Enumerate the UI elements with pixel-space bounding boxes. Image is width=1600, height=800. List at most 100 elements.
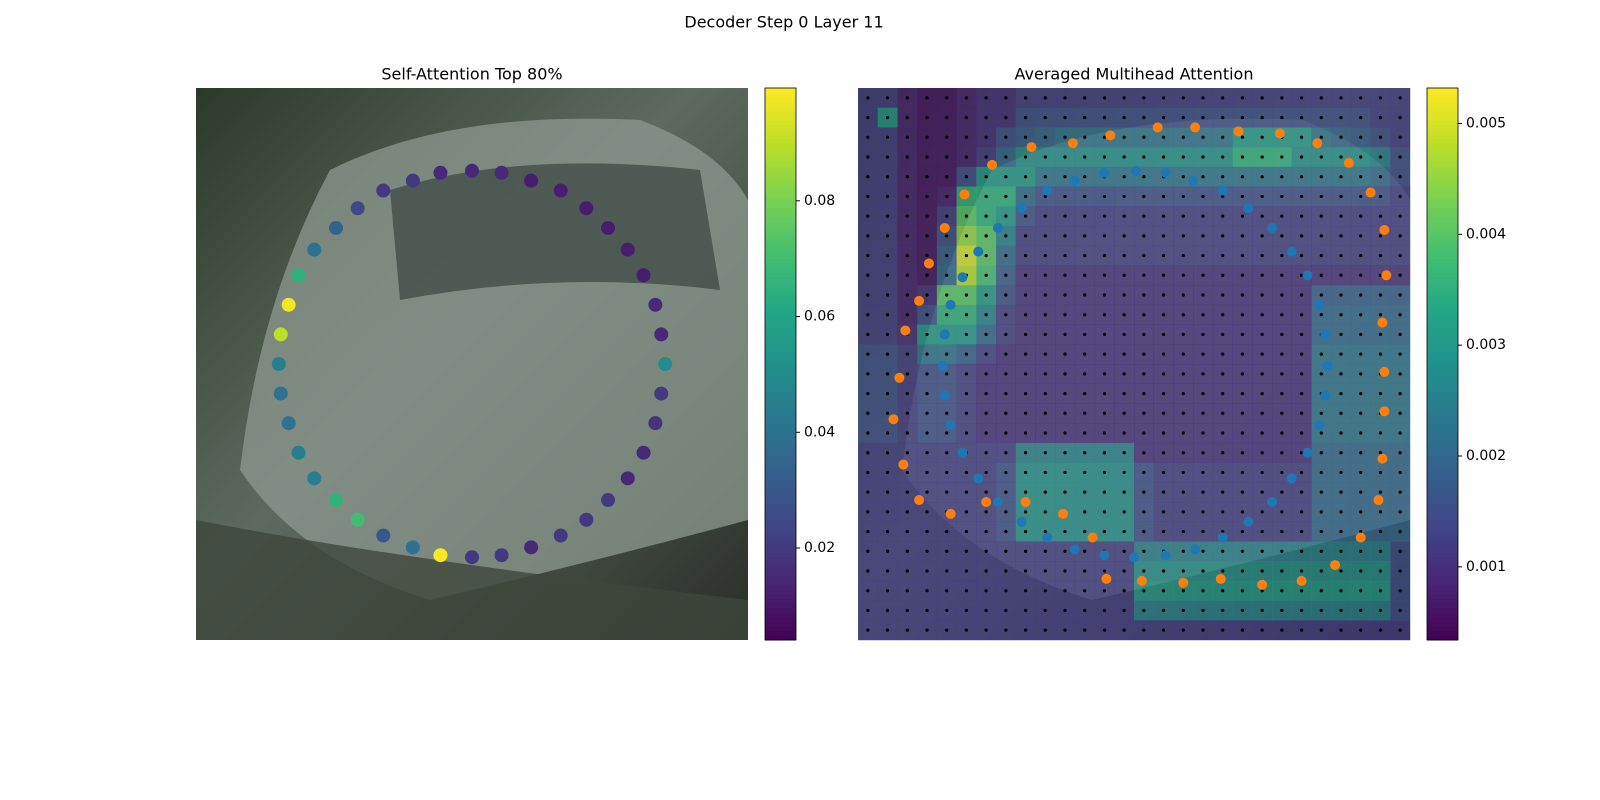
attention-point bbox=[291, 268, 306, 283]
colorbar-band bbox=[1427, 350, 1458, 356]
grid-dot bbox=[1142, 490, 1146, 494]
grid-dot bbox=[1122, 510, 1126, 514]
colorbar-band bbox=[765, 607, 796, 613]
grid-dot bbox=[1122, 490, 1126, 494]
grid-dot bbox=[1161, 608, 1166, 613]
grid-dot bbox=[1043, 352, 1047, 356]
grid-dot bbox=[1043, 529, 1047, 534]
colorbar-band bbox=[765, 276, 796, 282]
grid-dot bbox=[1240, 313, 1245, 317]
grid-dot bbox=[1102, 431, 1107, 435]
colorbar-band bbox=[1427, 492, 1458, 498]
grid-dot bbox=[1280, 490, 1284, 494]
colorbar-band bbox=[765, 88, 796, 94]
grid-dot bbox=[1339, 470, 1343, 475]
grid-dot bbox=[1260, 332, 1264, 337]
grid-dot bbox=[964, 352, 969, 356]
grid-dot bbox=[925, 589, 929, 593]
grid-dot bbox=[1043, 214, 1047, 218]
grid-dot bbox=[1142, 313, 1146, 317]
grid-dot bbox=[1398, 549, 1402, 553]
colorbar-band bbox=[765, 410, 796, 416]
colorbar-band bbox=[1427, 341, 1458, 347]
grid-dot bbox=[1023, 431, 1028, 435]
colorbar-band bbox=[1427, 299, 1458, 305]
grid-dot bbox=[1161, 372, 1166, 376]
grid-dot bbox=[1359, 549, 1363, 553]
grid-dot bbox=[925, 529, 929, 534]
colorbar-band bbox=[1427, 354, 1458, 360]
colorbar-band bbox=[765, 161, 796, 167]
grid-dot bbox=[1378, 155, 1383, 159]
grid-dot bbox=[1240, 175, 1245, 179]
grid-dot bbox=[1023, 135, 1028, 139]
grid-dot bbox=[1063, 391, 1067, 396]
grid-dot bbox=[1142, 451, 1146, 455]
grid-dot bbox=[984, 135, 988, 139]
colorbar-band bbox=[765, 295, 796, 301]
grid-dot bbox=[1161, 135, 1166, 139]
grid-dot bbox=[1240, 549, 1245, 553]
grid-dot bbox=[925, 234, 929, 238]
grid-dot bbox=[925, 451, 929, 455]
grid-dot bbox=[1161, 96, 1166, 100]
colorbar-band bbox=[765, 235, 796, 241]
grid-dot bbox=[1280, 155, 1284, 159]
grid-dot bbox=[1398, 470, 1402, 475]
colorbar-band bbox=[765, 226, 796, 232]
grid-dot bbox=[945, 529, 949, 534]
grid-dot bbox=[1181, 411, 1185, 415]
grid-dot bbox=[1299, 569, 1304, 573]
grid-dot bbox=[964, 115, 969, 120]
grid-dot bbox=[964, 529, 969, 534]
colorbar-band bbox=[1427, 216, 1458, 222]
grid-dot bbox=[1102, 194, 1107, 199]
grid-dot bbox=[1063, 628, 1067, 632]
grid-dot bbox=[1122, 569, 1126, 573]
grid-dot bbox=[1102, 253, 1107, 258]
grid-dot bbox=[1063, 569, 1067, 573]
grid-dot bbox=[1240, 589, 1245, 593]
grid-dot bbox=[1004, 628, 1008, 632]
attention-point bbox=[601, 493, 616, 508]
grid-dot bbox=[1221, 529, 1225, 534]
colorbar-band bbox=[1427, 170, 1458, 176]
grid-dot bbox=[1280, 431, 1284, 435]
grid-dot bbox=[1004, 431, 1008, 435]
colorbar-band bbox=[1427, 566, 1458, 572]
colorbar-band bbox=[1427, 446, 1458, 452]
colorbar-band bbox=[1427, 382, 1458, 388]
grid-dot bbox=[905, 175, 909, 179]
grid-dot bbox=[984, 155, 988, 159]
grid-dot bbox=[1004, 155, 1008, 159]
grid-dot bbox=[1398, 372, 1402, 376]
colorbar-band bbox=[765, 207, 796, 213]
grid-dot bbox=[1122, 470, 1126, 475]
grid-dot bbox=[1023, 608, 1028, 613]
colorbar-band bbox=[1427, 515, 1458, 521]
grid-dot bbox=[1398, 391, 1402, 396]
grid-dot bbox=[1102, 155, 1107, 159]
grid-dot bbox=[1122, 273, 1126, 277]
grid-dot bbox=[1083, 391, 1087, 396]
grid-dot bbox=[1359, 175, 1363, 179]
colorbar-band bbox=[1427, 147, 1458, 153]
grid-dot bbox=[1240, 135, 1245, 139]
grid-dot bbox=[945, 431, 949, 435]
grid-dot bbox=[1299, 273, 1304, 277]
grid-dot bbox=[964, 490, 969, 494]
grid-dot bbox=[984, 273, 988, 277]
colorbar-band bbox=[1427, 345, 1458, 351]
colorbar-band bbox=[1427, 184, 1458, 190]
grid-dot bbox=[945, 589, 949, 593]
point bbox=[1302, 447, 1313, 458]
grid-dot bbox=[1201, 253, 1205, 258]
grid-dot bbox=[925, 115, 929, 120]
colorbar-band bbox=[1427, 410, 1458, 416]
grid-dot bbox=[1378, 253, 1383, 258]
colorbar-band bbox=[765, 138, 796, 144]
grid-dot bbox=[1102, 372, 1107, 376]
grid-dot bbox=[984, 175, 988, 179]
attention-point bbox=[465, 550, 479, 565]
colorbar-band bbox=[765, 387, 796, 393]
